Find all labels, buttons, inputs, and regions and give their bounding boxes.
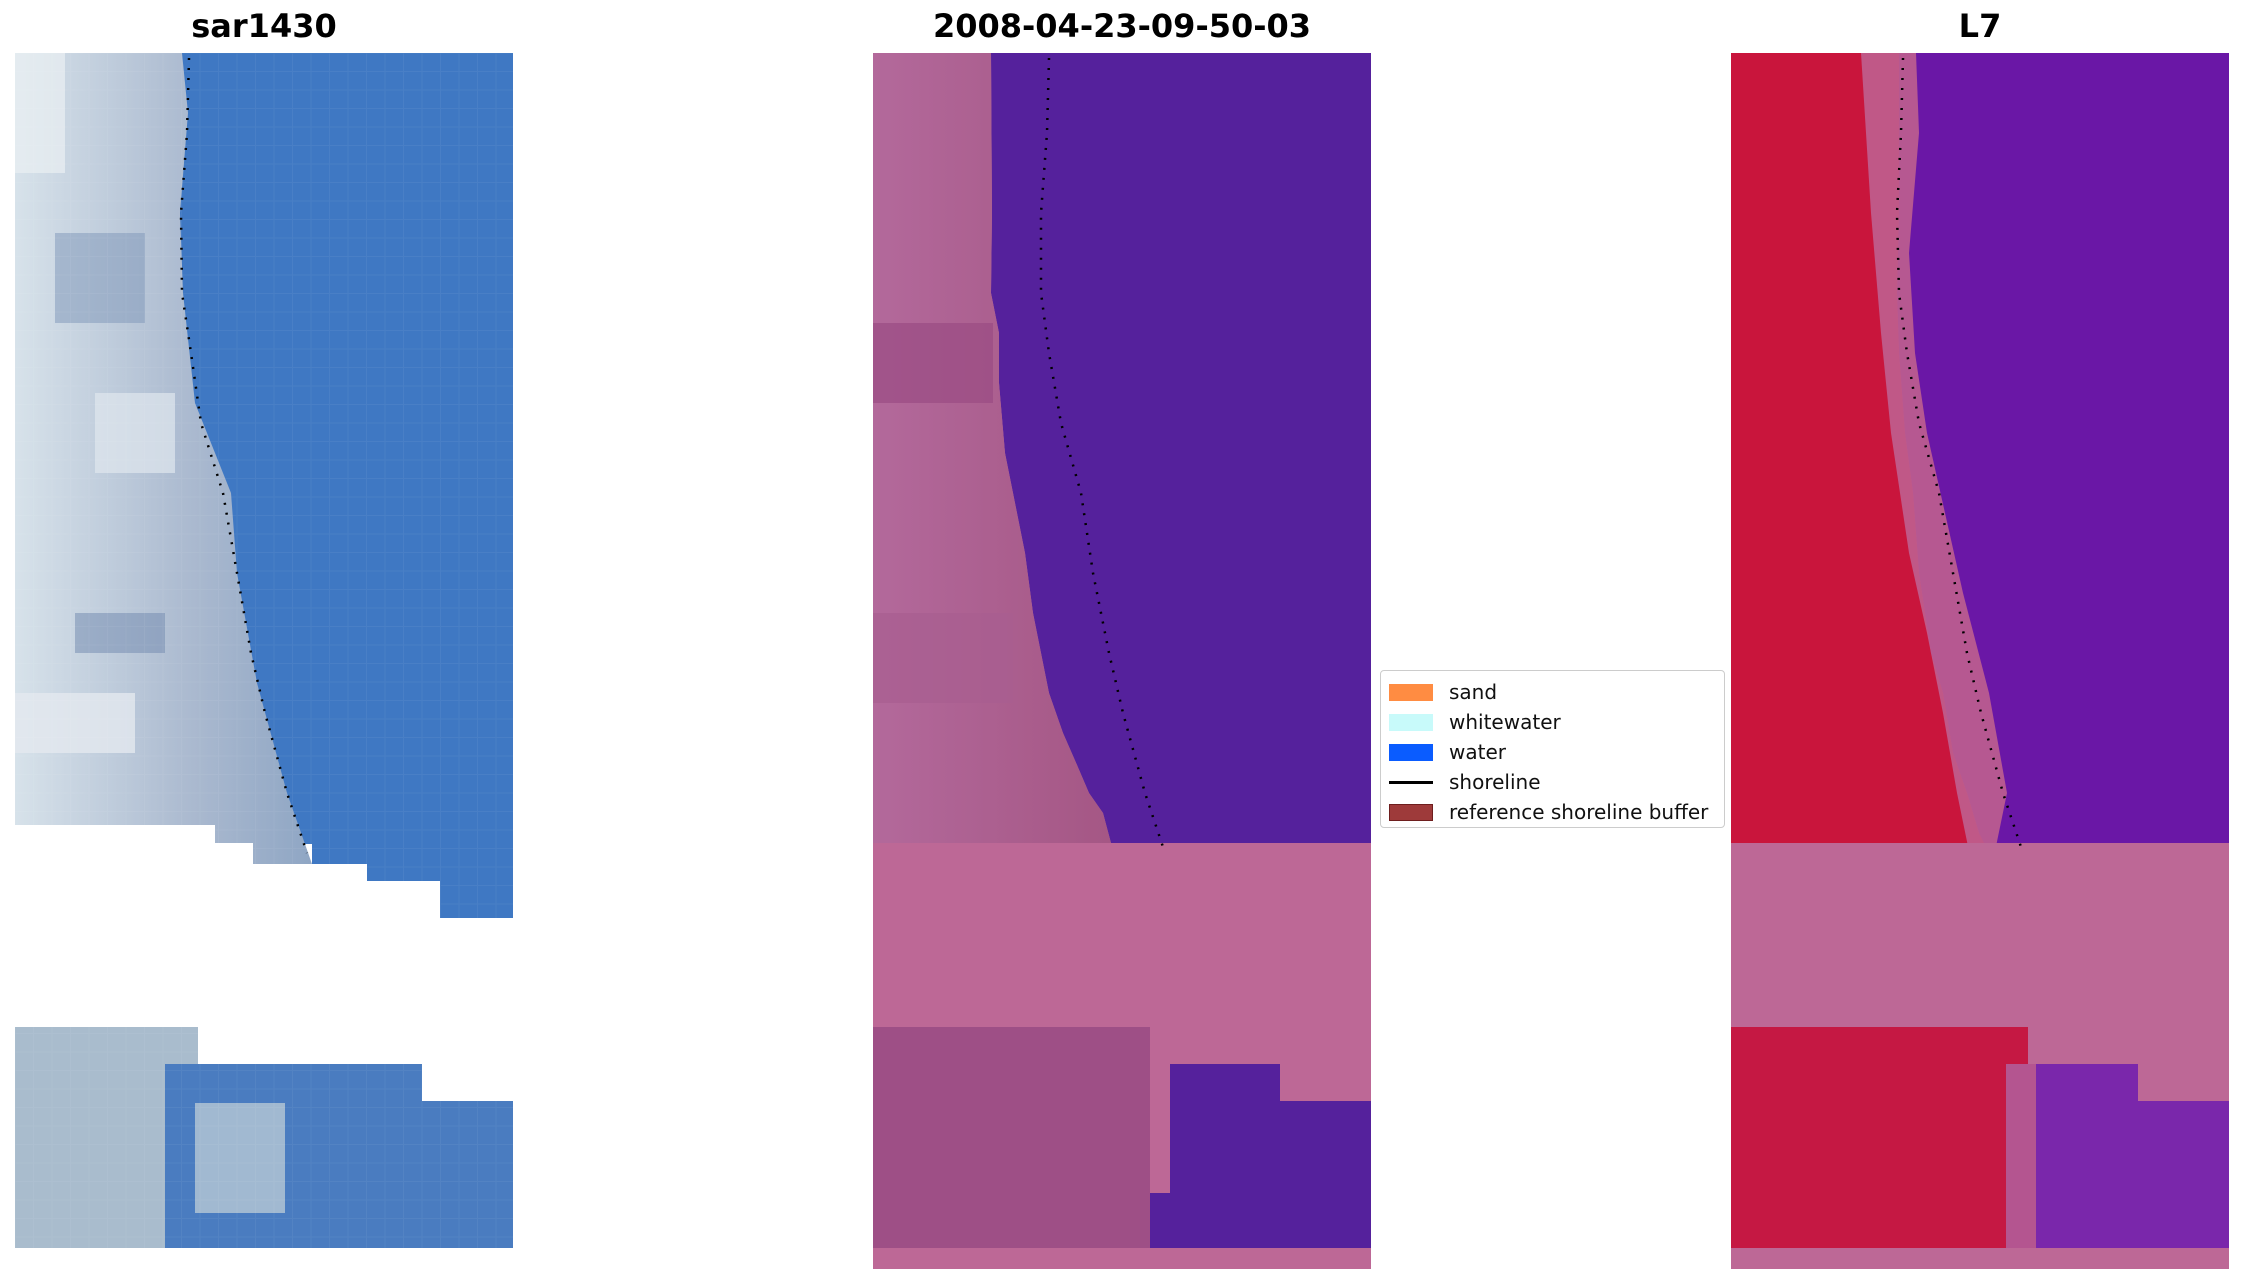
panel-title-index: L7 bbox=[1958, 7, 2002, 45]
legend-swatch-reference-buffer bbox=[1389, 803, 1433, 821]
legend-label-reference-buffer: reference shoreline buffer bbox=[1449, 800, 1709, 824]
classified-image-panel bbox=[873, 53, 1371, 1269]
legend-swatch-sand bbox=[1389, 683, 1433, 701]
legend-label-shoreline: shoreline bbox=[1449, 770, 1541, 794]
legend-item-water: water bbox=[1389, 737, 1716, 767]
legend-swatch-water bbox=[1389, 743, 1433, 761]
legend-item-sand: sand bbox=[1389, 677, 1716, 707]
legend: sand whitewater water shoreline referenc… bbox=[1380, 670, 1725, 828]
panel-title-classified: 2008-04-23-09-50-03 bbox=[932, 7, 1312, 45]
rgb-shoreline bbox=[179, 57, 309, 854]
legend-label-whitewater: whitewater bbox=[1449, 710, 1561, 734]
legend-label-sand: sand bbox=[1449, 680, 1498, 704]
index-image-panel bbox=[1731, 53, 2229, 1269]
legend-label-water: water bbox=[1449, 740, 1506, 764]
classified-image bbox=[873, 53, 1371, 1269]
legend-item-whitewater: whitewater bbox=[1389, 707, 1716, 737]
legend-item-reference-buffer: reference shoreline buffer bbox=[1389, 797, 1716, 827]
legend-line-shoreline bbox=[1389, 780, 1433, 784]
rgb-image-panel bbox=[15, 53, 513, 1269]
panel-title-rgb: sar1430 bbox=[191, 7, 337, 45]
legend-item-shoreline: shoreline bbox=[1389, 767, 1716, 797]
index-image bbox=[1731, 53, 2229, 1269]
rgb-image bbox=[15, 53, 513, 1269]
legend-swatch-whitewater bbox=[1389, 713, 1433, 731]
